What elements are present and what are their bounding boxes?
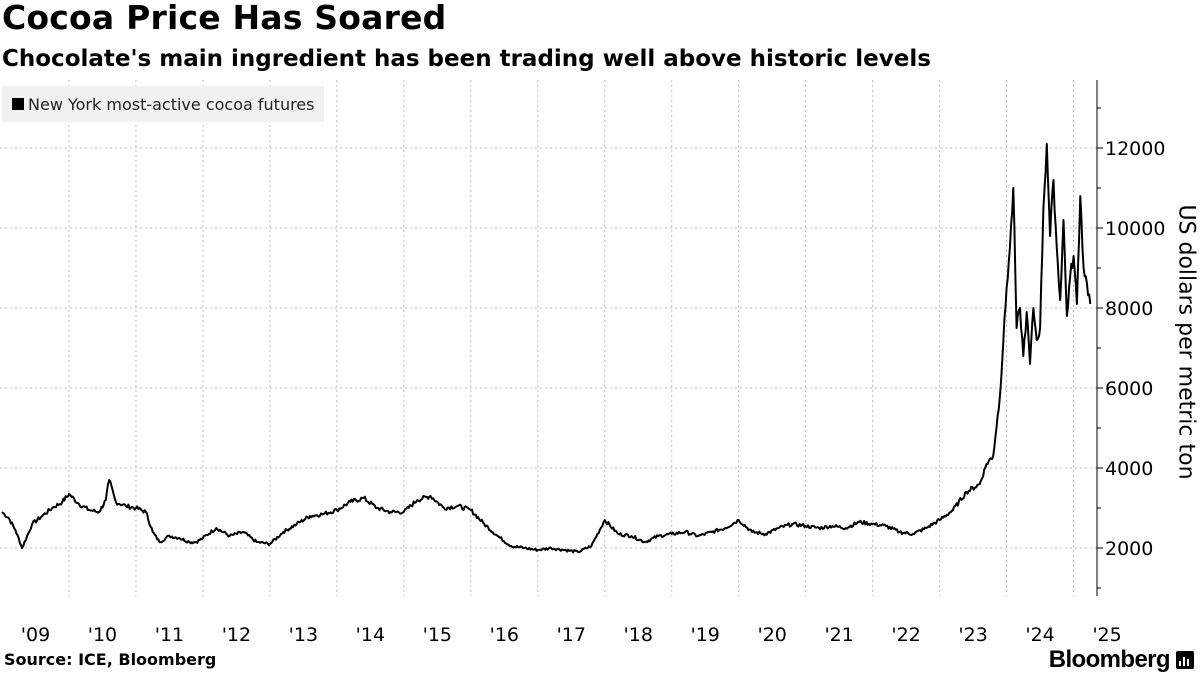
x-tick-label: '17 — [557, 624, 586, 646]
chart-subtitle: Chocolate's main ingredient has been tra… — [2, 46, 931, 72]
x-tick-label: '13 — [289, 624, 318, 646]
bar-chart-icon — [1176, 651, 1194, 669]
x-tick-label: '18 — [624, 624, 653, 646]
y-tick-label: 2000 — [1105, 538, 1153, 560]
chart-title: Cocoa Price Has Soared — [2, 0, 447, 37]
bloomberg-logo: Bloomberg — [1048, 646, 1171, 673]
x-tick-label: '22 — [891, 624, 920, 646]
y-tick-label: 6000 — [1105, 378, 1153, 400]
x-tick-label: '25 — [1092, 624, 1121, 646]
y-tick-label: 12000 — [1105, 138, 1165, 160]
x-tick-label: '10 — [88, 624, 117, 646]
x-tick-label: '12 — [222, 624, 251, 646]
legend: New York most-active cocoa futures — [2, 86, 325, 122]
x-tick-label: '16 — [490, 624, 519, 646]
y-tick-label: 10000 — [1105, 218, 1165, 240]
y-axis-label: US dollars per metric ton — [1173, 204, 1199, 480]
x-tick-label: '20 — [757, 624, 786, 646]
legend-label: New York most-active cocoa futures — [28, 94, 315, 114]
x-tick-label: '14 — [356, 624, 385, 646]
x-tick-label: '11 — [155, 624, 184, 646]
x-tick-label: '19 — [691, 624, 720, 646]
x-tick-label: '15 — [423, 624, 452, 646]
x-tick-label: '24 — [1025, 624, 1054, 646]
x-tick-label: '23 — [958, 624, 987, 646]
x-tick-label: '21 — [824, 624, 853, 646]
legend-swatch — [12, 98, 24, 110]
source-note: Source: ICE, Bloomberg — [4, 650, 217, 669]
y-tick-label: 8000 — [1105, 298, 1153, 320]
y-tick-label: 4000 — [1105, 458, 1153, 480]
cocoa-price-series-line — [1, 143, 1092, 554]
x-tick-label: '09 — [21, 624, 50, 646]
